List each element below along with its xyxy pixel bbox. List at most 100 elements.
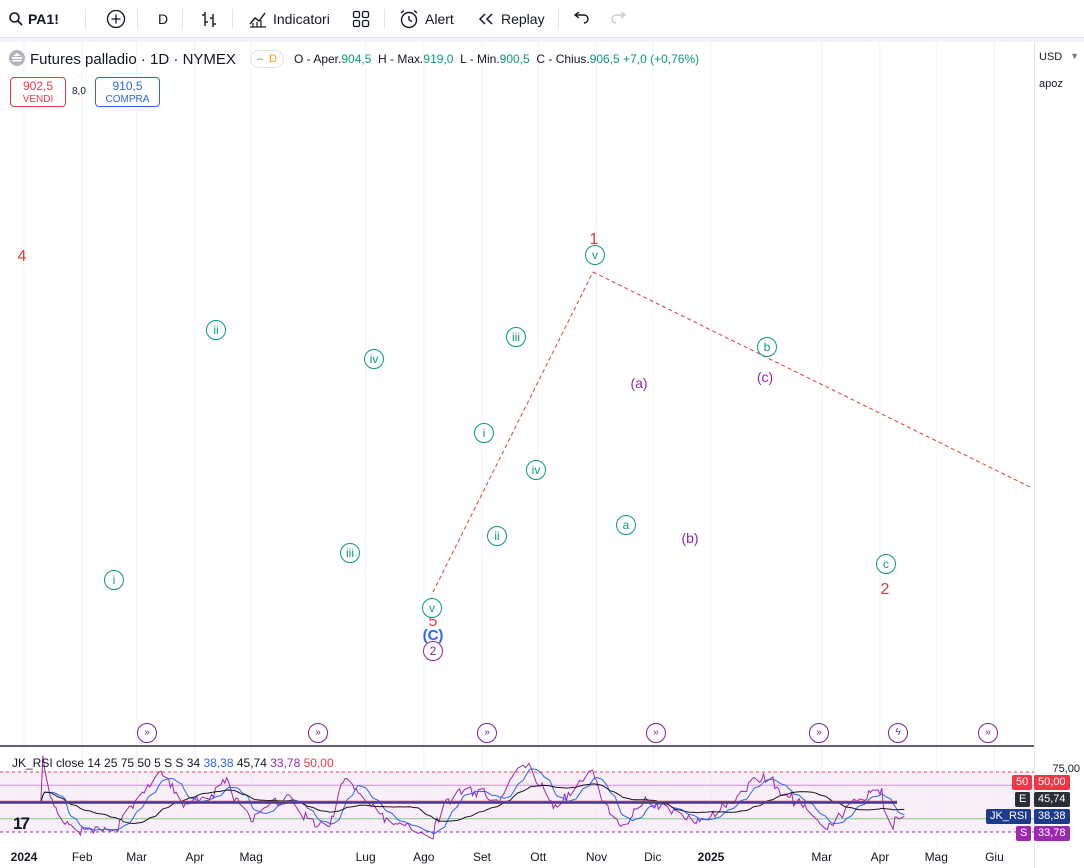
sell-label: VENDI	[22, 94, 54, 105]
time-label: 2025	[697, 850, 725, 864]
time-label: Set	[472, 850, 492, 864]
interval-label: D	[158, 11, 169, 27]
indicators-label: Indicatori	[273, 11, 330, 27]
rsi-value-tag: 38,38	[1034, 809, 1070, 824]
event-marker-7[interactable]: »	[978, 723, 998, 743]
interval-button[interactable]: D	[158, 0, 168, 38]
wave-label-c-paren: (c)	[756, 369, 774, 385]
chart-legend: Futures palladio · 1D · NYMEX – D O - Ape…	[8, 49, 699, 69]
wave-dashed-down	[592, 271, 1031, 488]
event-marker-4[interactable]: »	[646, 723, 666, 743]
rsi-title: JK_RSI close 14 25 75 50 5 S S 34	[12, 756, 201, 770]
top-toolbar: PA1! D Indicatori Alert R	[0, 0, 1084, 38]
time-label: Mar	[126, 850, 147, 864]
event-marker-6[interactable]: ϟ	[888, 723, 908, 743]
layout-icon	[352, 10, 370, 28]
rsi-line	[27, 755, 905, 840]
time-label: Mar	[811, 850, 833, 864]
ohlc-values: O - Aper.904,5 H - Max.919,0 L - Min.900…	[293, 52, 700, 66]
rsi-value-3: 33,78	[270, 756, 301, 770]
wave-label-4: 4	[17, 248, 27, 265]
time-label: Ago	[413, 850, 435, 864]
add-icon	[106, 9, 126, 29]
wave-label-a: a	[616, 515, 636, 535]
event-marker-3[interactable]: »	[477, 723, 497, 743]
wave-label-v-1: v	[422, 598, 442, 618]
alert-button[interactable]: Alert	[398, 0, 454, 38]
event-marker-5[interactable]: »	[809, 723, 829, 743]
rsi-signal-line	[27, 768, 905, 835]
time-label: Ott	[530, 850, 547, 864]
wave-label-i-2: i	[474, 423, 494, 443]
time-label: Apr	[870, 850, 890, 864]
bars-icon	[200, 9, 218, 29]
replay-label: Replay	[501, 11, 545, 27]
wave-label-iv-2: iv	[526, 460, 546, 480]
wave-label-c: c	[876, 554, 896, 574]
event-marker-2[interactable]: »	[308, 723, 328, 743]
wave-label-b: b	[757, 337, 777, 357]
alert-label: Alert	[425, 11, 454, 27]
indicators-button[interactable]: Indicatori	[248, 0, 330, 38]
sell-price: 902,5	[22, 79, 54, 93]
time-label: Lug	[355, 850, 376, 864]
wave-label-ii-1: ii	[206, 320, 226, 340]
wave-label-b-paren: (b)	[681, 530, 699, 546]
layout-button[interactable]	[352, 0, 370, 38]
toolbar-divider	[0, 38, 1084, 42]
undo-button[interactable]	[572, 0, 590, 38]
rsi-pane	[0, 745, 1034, 840]
wave-label-i-1: i	[104, 570, 124, 590]
wave-label-iv-1: iv	[364, 349, 384, 369]
chart-type-button[interactable]	[200, 0, 218, 38]
time-label: Apr	[185, 850, 205, 864]
rsi-value-1: 38,38	[203, 756, 234, 770]
event-marker-1[interactable]: »	[137, 723, 157, 743]
wave-label-5: 5	[428, 613, 438, 630]
buy-price: 910,5	[112, 79, 143, 93]
search-icon	[8, 11, 24, 27]
undo-icon	[572, 12, 590, 26]
symbol-search[interactable]: PA1!	[8, 0, 59, 38]
wave-label-ii-2: ii	[487, 526, 507, 546]
wave-label-v-2: v	[585, 245, 605, 265]
scale-label: apoz	[1039, 78, 1063, 90]
replay-icon	[477, 12, 495, 26]
exchange-logo	[8, 49, 26, 70]
rsi-slow-line	[27, 783, 905, 825]
wave-label-iii-1: iii	[340, 543, 360, 563]
spread-value: 8,0	[72, 86, 86, 97]
status-badge[interactable]: – D	[249, 50, 284, 68]
chart-canvas[interactable]	[0, 0, 1034, 868]
replay-button[interactable]: Replay	[477, 0, 545, 38]
rsi-e-label-tag: E	[1015, 792, 1031, 807]
currency-selector[interactable]: USD	[1039, 51, 1063, 63]
rsi-value-2: 45,74	[236, 756, 267, 770]
redo-button[interactable]	[610, 0, 628, 38]
time-label: Mag	[924, 850, 948, 864]
wave-dashed-up	[432, 271, 594, 593]
wave-label-C: (C)	[422, 627, 444, 644]
compare-button[interactable]	[106, 0, 126, 38]
price-axis[interactable]: USD ▼ apoz 1.520,01.440,01.360,01.280,01…	[1034, 42, 1084, 868]
wave-label-1: 1	[589, 231, 599, 248]
rsi-50-value-tag: 50,00	[1034, 775, 1070, 790]
grid	[23, 42, 995, 845]
chevron-down-icon: ▼	[1070, 51, 1079, 61]
rsi-legend: JK_RSI close 14 25 75 50 5 S S 34 38,38 …	[12, 756, 334, 770]
buy-button[interactable]: 910,5 COMPRA	[95, 77, 160, 107]
symbol-label: PA1!	[28, 11, 59, 27]
time-label: Nov	[585, 850, 608, 864]
time-label: Dic	[644, 850, 662, 864]
rsi-s-label-tag: S	[1016, 826, 1032, 841]
rsi-s-value-tag: 33,78	[1034, 826, 1070, 841]
wave-label-a-paren: (a)	[630, 375, 648, 391]
wave-label-iii-2: iii	[506, 327, 526, 347]
rsi-50-label-tag: 50	[1012, 775, 1033, 790]
sell-button[interactable]: 902,5 VENDI	[10, 77, 66, 107]
alert-clock-icon	[398, 8, 420, 30]
tradingview-logo[interactable]: 17	[13, 814, 30, 833]
time-label: Feb	[71, 850, 93, 864]
rsi-e-value-tag: 45,74	[1034, 792, 1070, 807]
wave-label-purple-2: 2	[423, 641, 443, 661]
